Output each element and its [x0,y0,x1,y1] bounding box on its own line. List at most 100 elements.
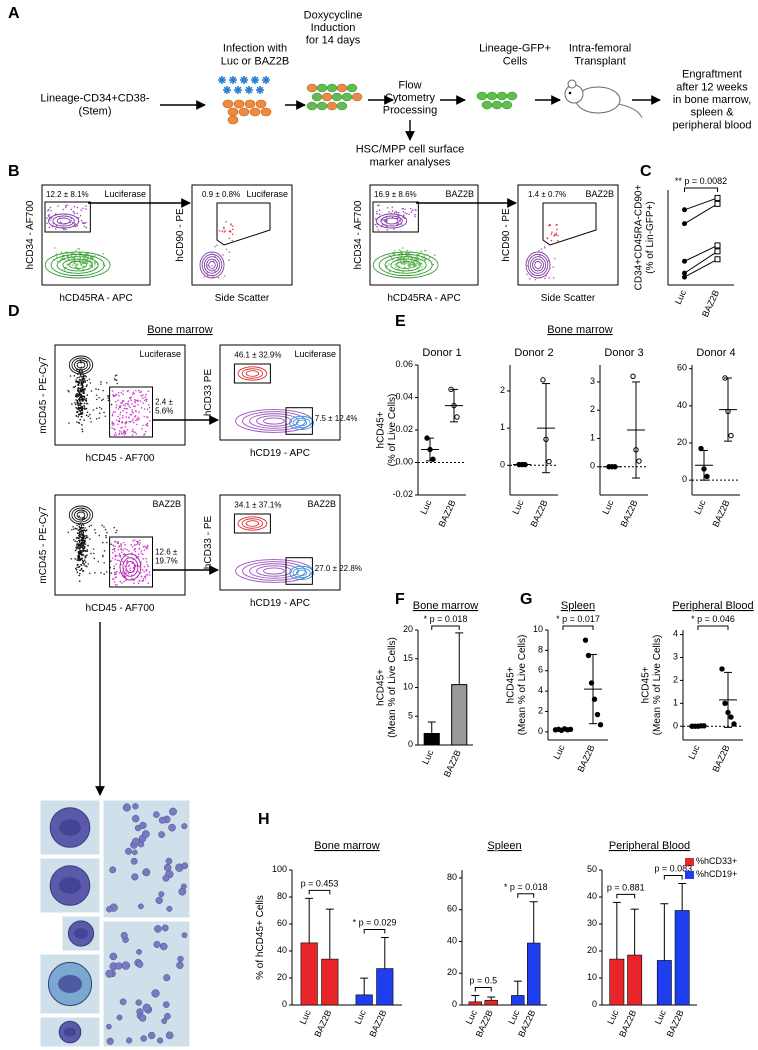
text-line: Luc [511,498,526,516]
event-dot [138,411,140,413]
event-dot [134,415,137,417]
contour [48,213,80,229]
y-tick-label: 60 [677,363,687,373]
event-dot [89,417,92,420]
text-line: 20 [403,624,413,634]
event-dot [126,407,129,410]
event-dot [138,548,141,550]
y-tick-label: -0.02 [392,489,413,499]
panel-label: H [258,811,270,828]
event-dot [79,379,81,381]
event-dot [75,263,78,265]
event-dot [132,428,134,431]
event-dot [135,543,137,546]
p-value: * p = 0.018 [424,614,468,624]
cell-image [115,962,123,970]
text-line: Luciferase [139,349,181,359]
event-dot [84,380,86,382]
event-dot [113,571,116,574]
event-dot [144,396,147,398]
gate-label: 27.0 ± 22.8% [315,564,362,573]
cell-icon [233,99,245,109]
event-dot [117,391,120,394]
event-dot [230,223,232,225]
x-tick-label: Luc [419,498,434,516]
point [630,373,636,380]
event-dot [76,571,79,574]
event-dot [78,515,81,517]
event-dot [87,253,89,255]
text-line: Luc or BAZ2B [221,55,289,67]
event-dot [112,395,115,398]
event-dot [115,576,118,578]
event-dot [81,384,84,386]
event-dot [125,579,127,581]
event-dot [391,206,394,208]
event-dot [415,209,417,211]
legend-swatch [685,871,694,879]
cell-image [140,1035,147,1042]
cell-image [116,1014,123,1021]
event-dot [48,208,50,211]
text-line: 15 [403,653,413,663]
event-dot [231,228,234,231]
text-line: BAZ2B [442,749,463,779]
event-dot [544,277,546,280]
event-dot [137,419,139,421]
event-dot [48,216,50,218]
event-dot [413,261,415,263]
event-dot [125,420,128,423]
event-dot [118,433,120,436]
event-dot [141,428,143,430]
event-dot [49,206,52,209]
event-dot [129,421,132,423]
text-line: p = 0.5 [469,976,497,986]
contour [527,253,549,277]
cell-icon [238,107,250,117]
event-dot [85,407,88,410]
event-dot [81,562,84,564]
event-dot [65,228,67,231]
event-dot [74,255,77,257]
event-dot [145,400,148,403]
cell-image [119,998,127,1006]
event-dot [406,262,408,264]
event-dot [79,553,81,556]
event-dot [75,569,78,571]
cell-image [138,1014,147,1022]
event-dot [111,390,114,392]
event-dot [147,404,150,406]
text-line: 16.9 ± 8.6% [374,190,417,199]
event-dot [391,258,394,261]
y-tick-label: 0.04 [395,392,413,402]
text-line: 27.0 ± 22.8% [315,564,362,573]
event-dot [141,553,144,556]
event-dot [131,411,133,413]
sample-tag: BAZ2B [585,189,614,199]
event-dot [82,262,84,265]
event-dot [129,396,131,399]
cell-image [169,807,177,816]
contour [203,256,221,274]
x-tick-label: Luc [353,1008,368,1026]
event-dot [115,374,118,376]
event-dot [147,582,150,585]
event-dot [126,548,128,551]
event-dot [115,379,118,382]
event-dot [95,388,97,390]
event-dot [112,422,115,425]
event-dot [46,222,48,225]
pair-line [684,250,718,274]
event-dot [555,224,558,226]
event-dot [84,561,87,563]
event-dot [81,536,84,539]
text-line: hCD33 - PE [203,515,214,569]
panel-label: A [8,5,20,22]
virus-icon [251,76,259,84]
event-dot [136,423,138,426]
text-line: 5 [408,711,413,721]
cell-icon [255,99,267,109]
event-dot [397,257,400,260]
cell-icon [222,99,234,109]
event-dot [77,559,80,562]
